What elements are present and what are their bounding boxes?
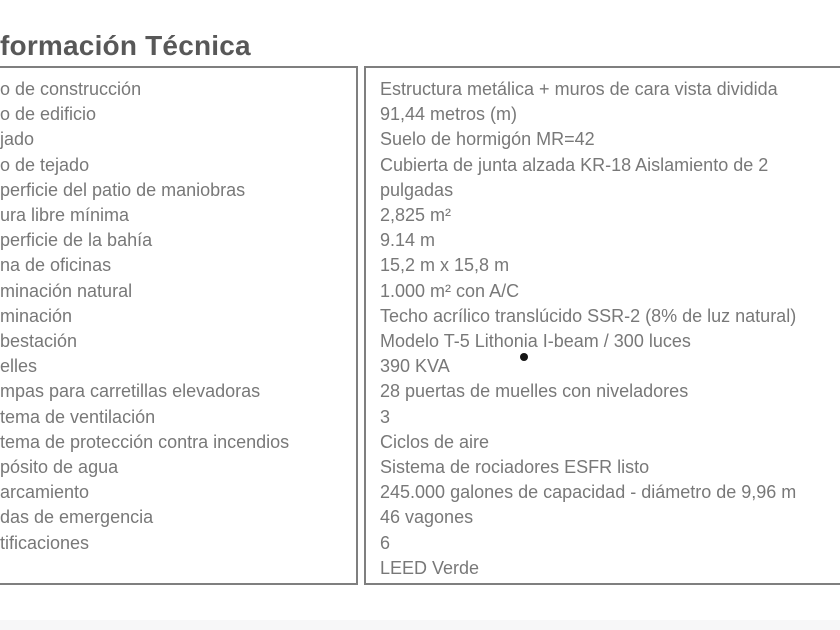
spec-value: Techo acrílico translúcido SSR-2 (8% de …	[380, 305, 797, 326]
spec-label: minación	[0, 305, 73, 326]
spec-value: 28 puertas de muelles con niveladores	[380, 381, 689, 402]
spec-value: Modelo T-5 Lithonia I-beam / 300 luces	[380, 331, 691, 352]
spec-value: Ciclos de aire	[380, 431, 490, 452]
spec-label: pósito de agua	[0, 457, 119, 478]
spec-label: mpas para carretillas elevadoras	[0, 381, 261, 402]
spec-value: Estructura metálica + muros de cara vist…	[380, 79, 778, 99]
spec-label: perficie del patio de maniobras	[0, 179, 246, 200]
spec-value: 390 KVA	[380, 356, 450, 377]
spec-value: 15,2 m x 15,8 m	[380, 255, 510, 276]
spec-value: LEED Verde	[380, 557, 480, 578]
spec-value: 6	[380, 532, 391, 553]
spec-value: 245.000 galones de capacidad - diámetro …	[380, 482, 797, 503]
page-title: formación Técnica	[0, 29, 251, 61]
spec-label: tificaciones	[0, 532, 90, 553]
spec-label: o de tejado	[0, 154, 90, 175]
spec-label: tema de ventilación	[0, 406, 156, 427]
spec-label: elles	[0, 356, 38, 377]
spec-value: Suelo de hormigón MR=42	[380, 129, 595, 150]
spec-table-values-column: Estructura metálica + muros de cara vist…	[364, 66, 840, 585]
spec-label: tema de protección contra incendios	[0, 431, 290, 452]
stray-bullet-dot	[520, 353, 528, 361]
spec-value: 3	[380, 406, 391, 427]
spec-value: Sistema de rociadores ESFR listo	[380, 457, 650, 478]
spec-value: 2,825 m²	[380, 205, 452, 226]
spec-table-labels-column: o de construcción o de edificio jado o de t…	[0, 66, 358, 585]
spec-label: o de edificio	[0, 104, 97, 125]
spec-label: na de oficinas	[0, 255, 112, 276]
spec-label: bestación	[0, 331, 78, 352]
spec-label: arcamiento	[0, 482, 90, 503]
spec-value: pulgadas	[380, 179, 454, 200]
spec-label: das de emergencia	[0, 507, 154, 528]
spec-label: o de construcción	[0, 79, 142, 99]
spec-value: 46 vagones	[380, 507, 474, 528]
bottom-strip	[0, 620, 840, 630]
spec-label: perficie de la bahía	[0, 230, 153, 251]
spec-value: 91,44 metros (m)	[380, 104, 518, 125]
spec-value: Cubierta de junta alzada KR-18 Aislamien…	[380, 154, 769, 175]
spec-value: 9.14 m	[380, 230, 436, 251]
spec-label: jado	[0, 129, 35, 150]
spec-label: ura libre mínima	[0, 205, 130, 226]
spec-value: 1.000 m² con A/C	[380, 280, 520, 301]
spec-label: minación natural	[0, 280, 133, 301]
